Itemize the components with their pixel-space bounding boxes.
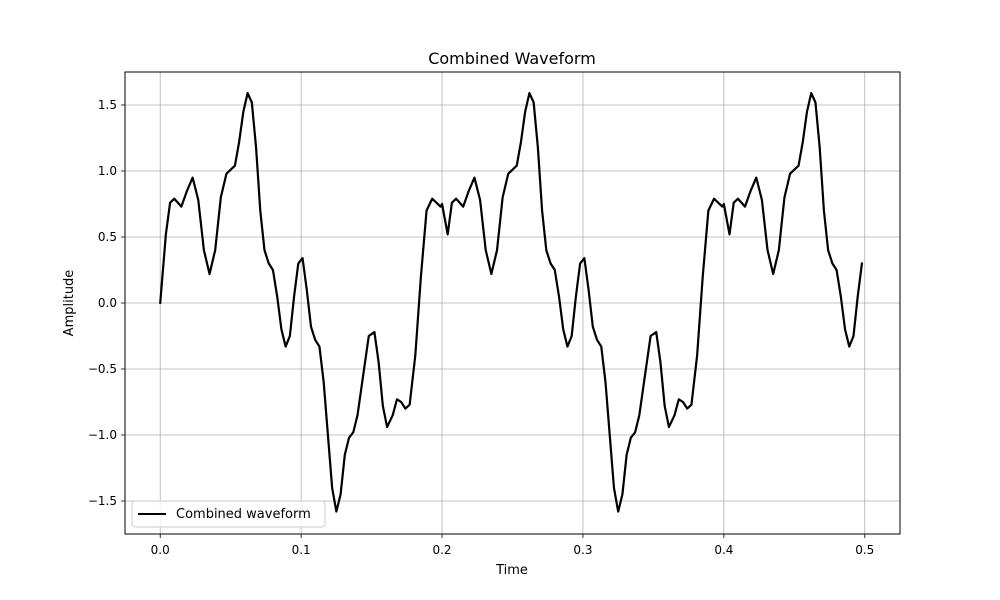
- y-axis-label: Amplitude: [62, 270, 77, 337]
- x-tick-label: 0.1: [292, 543, 311, 557]
- x-axis-label: Time: [495, 563, 528, 578]
- legend: Combined waveform: [131, 500, 326, 528]
- y-tick-label: −1.0: [88, 428, 117, 442]
- y-tick-label: 1.5: [98, 98, 117, 112]
- y-tick-label: 0.5: [98, 230, 117, 244]
- series-layer: [159, 92, 864, 513]
- x-tick-label: 0.0: [151, 543, 170, 557]
- y-tick-label: 1.0: [98, 164, 117, 178]
- chart-title: Combined Waveform: [428, 49, 596, 68]
- x-tick-label: 0.3: [573, 543, 592, 557]
- legend-box: [131, 500, 326, 528]
- y-tick-label: −1.5: [88, 494, 117, 508]
- y-tick-label: −0.5: [88, 362, 117, 376]
- x-tick-label: 0.4: [714, 543, 733, 557]
- legend-label: Combined waveform: [176, 507, 311, 522]
- y-tick-label: 0.0: [98, 296, 117, 310]
- series-line: [159, 92, 864, 513]
- tick-layer: 0.0 0.1 0.2 0.3 0.4 0.5 −1.5 −1.0 −0.5 0.0 0.5 1.0 1…: [88, 98, 874, 557]
- grid-layer: [125, 72, 900, 534]
- x-tick-label: 0.5: [855, 543, 874, 557]
- x-tick-label: 0.2: [432, 543, 451, 557]
